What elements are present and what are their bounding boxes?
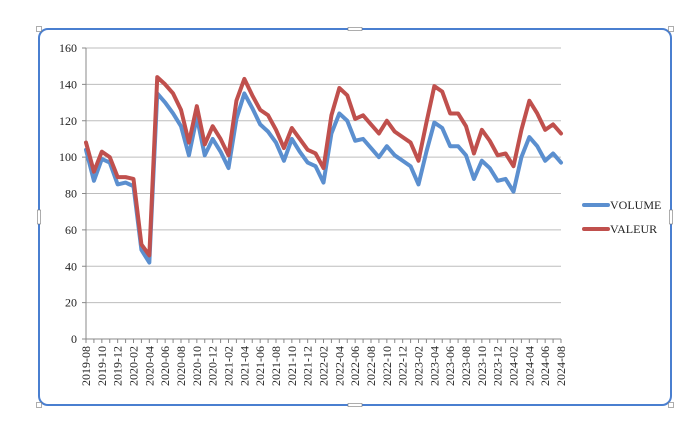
y-tick-label: 120 — [59, 114, 77, 128]
x-tick-label: 2020-10 — [190, 346, 204, 386]
x-tick-label: 2019-10 — [95, 346, 109, 386]
handle-grip[interactable] — [347, 27, 363, 31]
x-tick-label: 2020-08 — [174, 346, 188, 386]
x-tick-label: 2022-06 — [348, 346, 362, 386]
selection-handles[interactable] — [36, 26, 674, 408]
handle-top-left[interactable] — [36, 26, 42, 32]
x-tick-label: 2022-10 — [380, 346, 394, 386]
x-tick-label: 2024-02 — [507, 346, 521, 386]
x-tick-label: 2021-12 — [301, 346, 315, 386]
series-lines — [84, 75, 563, 265]
legend-label-valeur: VALEUR — [610, 222, 657, 236]
y-tick-label: 160 — [59, 41, 77, 55]
handle-grip[interactable] — [669, 209, 673, 225]
series-line-valeur — [84, 75, 563, 258]
x-tick-label: 2023-08 — [459, 346, 473, 386]
y-tick-label: 0 — [71, 332, 77, 346]
x-tick-label: 2024-08 — [554, 346, 568, 386]
handle-bottom-right[interactable] — [668, 402, 674, 408]
x-tick-label: 2022-08 — [364, 346, 378, 386]
y-tick-label: 100 — [59, 150, 77, 164]
x-tick-label: 2021-10 — [285, 346, 299, 386]
x-tick-label: 2021-04 — [237, 346, 251, 386]
x-tick-label: 2023-10 — [475, 346, 489, 386]
x-tick-label: 2020-06 — [158, 346, 172, 386]
x-tick-label: 2024-04 — [522, 346, 536, 386]
handle-grip[interactable] — [347, 403, 363, 407]
handle-right[interactable] — [669, 209, 673, 225]
x-tick-label: 2024-06 — [538, 346, 552, 386]
x-tick-label: 2023-02 — [412, 346, 426, 386]
handle-grip[interactable] — [36, 26, 42, 32]
x-tick-label: 2022-12 — [396, 346, 410, 386]
x-tick-label: 2023-04 — [427, 346, 441, 386]
y-tick-label: 20 — [65, 296, 77, 310]
y-tick-label: 40 — [65, 259, 77, 273]
x-tick-label: 2019-12 — [111, 346, 125, 386]
x-tick-label: 2021-08 — [269, 346, 283, 386]
handle-grip[interactable] — [668, 402, 674, 408]
x-tick-label: 2020-04 — [142, 346, 156, 386]
x-tick-label: 2021-02 — [222, 346, 236, 386]
legend: VOLUME VALEUR — [582, 198, 661, 236]
y-tick-label: 60 — [65, 223, 77, 237]
handle-bottom[interactable] — [347, 403, 363, 407]
x-tick-label: 2020-02 — [127, 346, 141, 386]
handle-top[interactable] — [347, 27, 363, 31]
legend-label-volume: VOLUME — [610, 198, 661, 212]
x-tick-label: 2022-04 — [332, 346, 346, 386]
x-tick-label: 2020-12 — [206, 346, 220, 386]
handle-grip[interactable] — [37, 209, 41, 225]
handle-left[interactable] — [37, 209, 41, 225]
x-tick-label: 2019-08 — [79, 346, 93, 386]
handle-top-right[interactable] — [668, 26, 674, 32]
y-axis: 0 20 40 60 80 100 120 140 160 — [59, 41, 87, 346]
x-tick-label: 2023-12 — [491, 346, 505, 386]
handle-grip[interactable] — [36, 402, 42, 408]
handle-grip[interactable] — [668, 26, 674, 32]
y-tick-label: 80 — [65, 187, 77, 201]
y-tick-label: 140 — [59, 77, 77, 91]
x-tick-label: 2022-02 — [317, 346, 331, 386]
x-tick-label: 2023-06 — [443, 346, 457, 386]
series-line-volume — [84, 91, 563, 265]
handle-bottom-left[interactable] — [36, 402, 42, 408]
x-axis: 2019-08 2019-10 2019-12 2020-02 2020-04 2020-… — [79, 339, 568, 386]
x-tick-label: 2021-06 — [253, 346, 267, 386]
